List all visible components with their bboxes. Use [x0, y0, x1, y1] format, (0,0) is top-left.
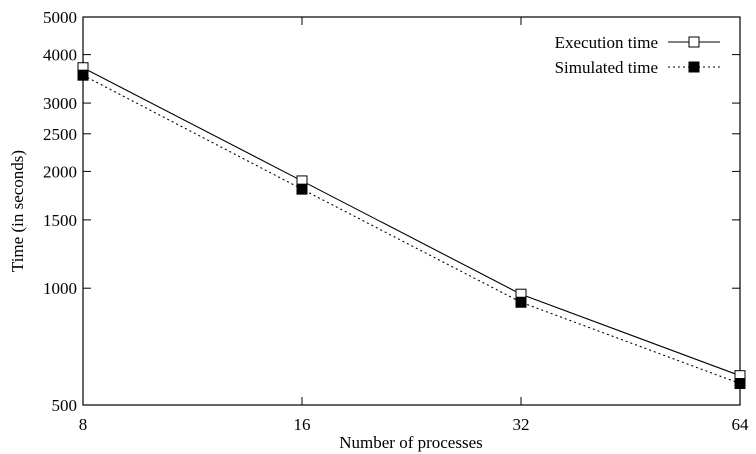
y-tick-label: 1000 — [43, 279, 77, 298]
data-point-series-2 — [734, 378, 746, 390]
legend: Execution time Simulated time — [555, 33, 720, 77]
series-line-2 — [82, 74, 741, 385]
data-point-series-2 — [515, 296, 527, 308]
series-layer — [77, 62, 746, 390]
y-axis-title: Time (in seconds) — [8, 150, 27, 272]
x-tick-label: 32 — [513, 415, 530, 434]
y-tick-label: 5000 — [43, 8, 77, 27]
series-line-1 — [82, 67, 741, 377]
y-tick-label: 4000 — [43, 46, 77, 65]
data-point-series-2 — [77, 69, 89, 81]
legend-label: Execution time — [555, 33, 658, 52]
y-tick-label: 500 — [52, 396, 78, 415]
y-tick-label: 1500 — [43, 211, 77, 230]
plot-frame — [82, 16, 741, 406]
legend-marker — [688, 36, 700, 48]
x-tick-label: 64 — [732, 415, 750, 434]
legend-label: Simulated time — [555, 58, 658, 77]
data-point-series-2 — [296, 183, 308, 195]
legend-marker — [688, 61, 700, 73]
x-tick-label: 16 — [294, 415, 311, 434]
y-tick-label: 2000 — [43, 162, 77, 181]
x-axis: 8 16 32 64 — [79, 17, 749, 434]
y-tick-label: 3000 — [43, 94, 77, 113]
x-tick-label: 8 — [79, 415, 88, 434]
x-axis-title: Number of processes — [339, 433, 483, 452]
y-axis: 500 1000 1500 2000 2500 3000 4000 5000 — [43, 8, 740, 415]
y-tick-label: 2500 — [43, 125, 77, 144]
